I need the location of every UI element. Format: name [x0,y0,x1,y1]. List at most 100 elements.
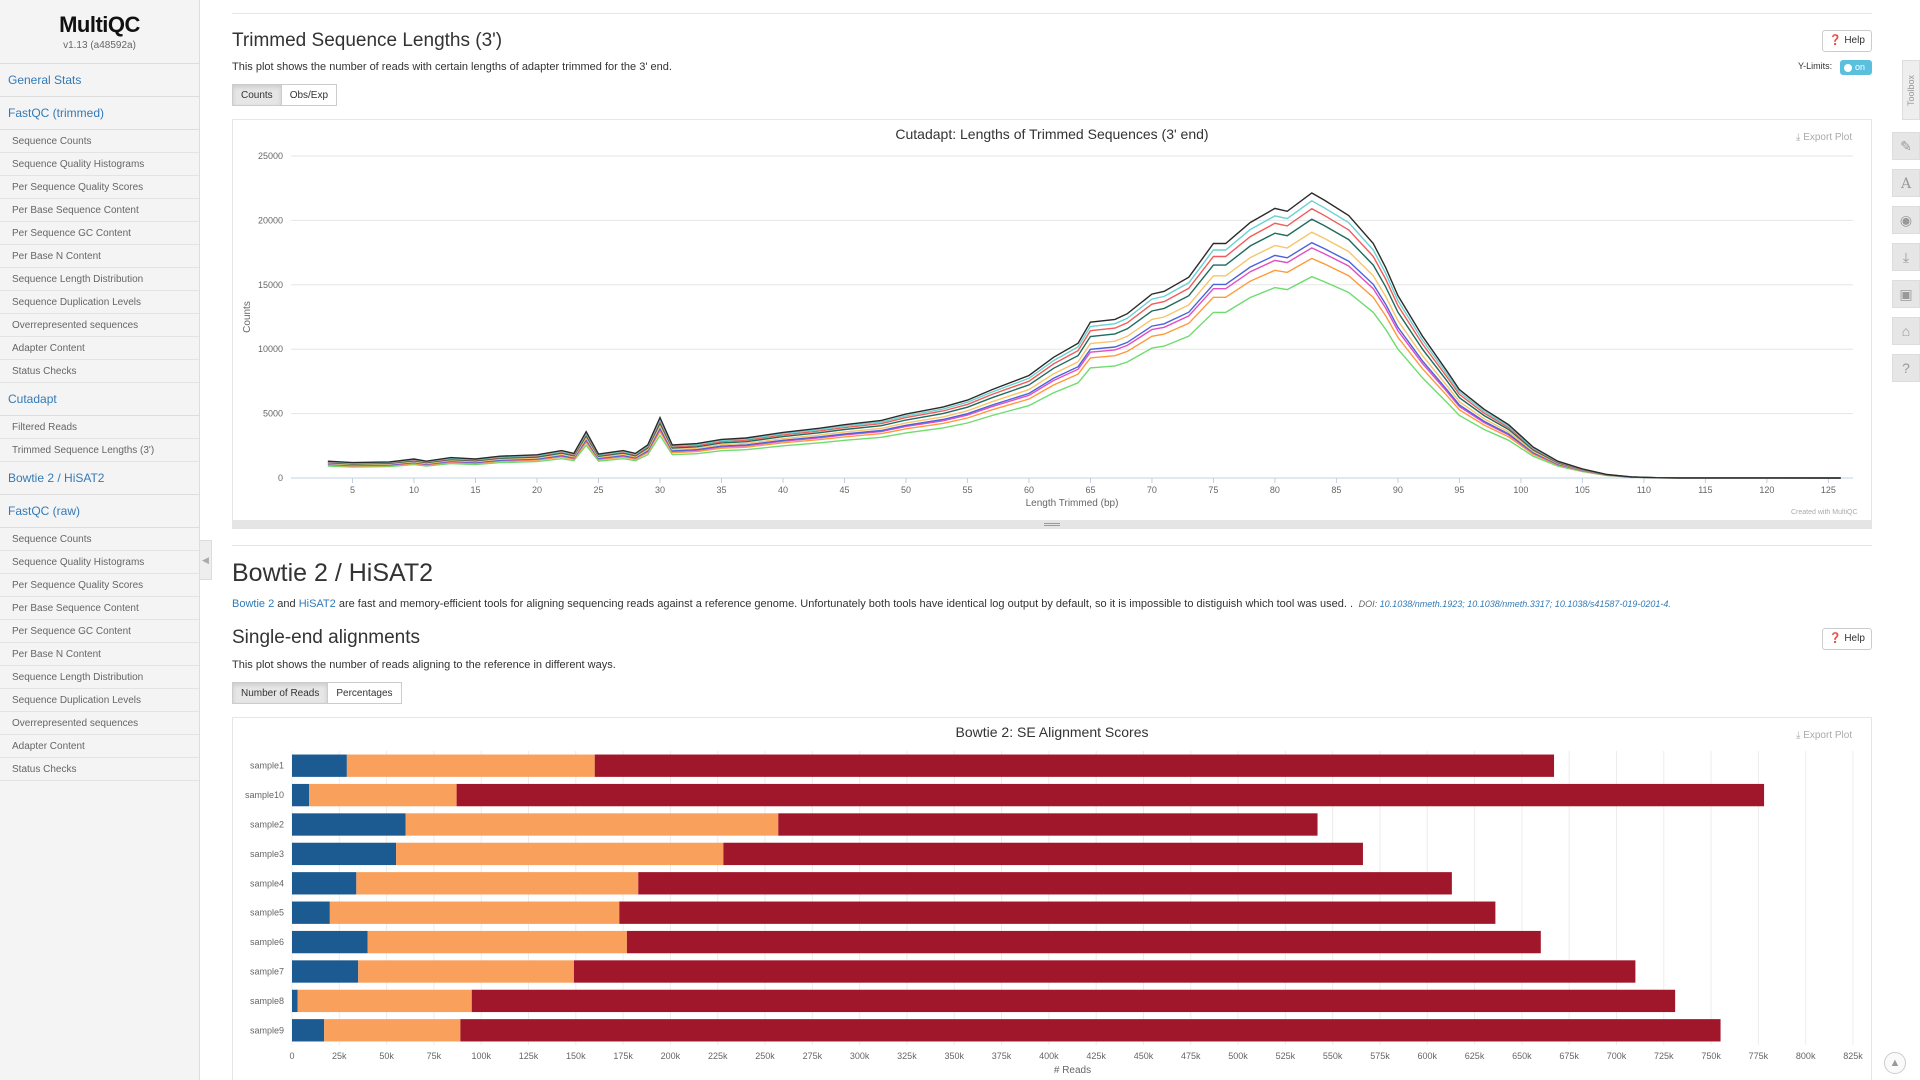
x-tick-label: 70 [1147,485,1157,495]
trimmed-help-button[interactable]: ❓ Help [1822,30,1872,52]
sidebar-item[interactable]: Sequence Duplication Levels [0,291,199,314]
x-tick-label: 600k [1418,1051,1438,1061]
category-label: sample6 [250,937,284,947]
sidebar-section-fastqc-raw[interactable]: FastQC (raw) [0,495,199,528]
sidebar-item[interactable]: Sequence Counts [0,130,199,153]
divider [232,13,1872,14]
x-tick-label: 75 [1208,485,1218,495]
x-tick-label: 125 [1821,485,1836,495]
x-tick-label: 750k [1701,1051,1721,1061]
sidebar-item[interactable]: Filtered Reads [0,416,199,439]
bar-segment [405,813,779,836]
x-tick-label: 250k [755,1051,775,1061]
x-tick-label: 800k [1796,1051,1816,1061]
sidebar-item[interactable]: Sequence Quality Histograms [0,551,199,574]
x-tick-label: 20 [532,485,542,495]
line-chart: 0 5000 10000 15000 20000 25000 5 10 15 20 25 30 35 40… [242,151,1853,509]
sidebar-item[interactable]: Overrepresented sequences [0,712,199,735]
sidebar-item[interactable]: Per Sequence Quality Scores [0,574,199,597]
save-tool-button[interactable]: ▣ [1892,280,1920,308]
single-end-description: This plot shows the number of reads alig… [232,659,616,671]
ylimits-label: Y-Limits: [1798,61,1833,71]
bar-segment [723,842,1363,866]
hisat2-link[interactable]: HiSAT2 [298,598,336,610]
sidebar-item[interactable]: Sequence Counts [0,528,199,551]
bowtie-section-title: Bowtie 2 / HiSAT2 [232,559,434,587]
sidebar-item[interactable]: Status Checks [0,758,199,781]
app-logo[interactable]: MultiQC v1.13 (a48592a) [0,0,199,64]
ylimits-toggle[interactable]: on [1840,60,1872,75]
trimmed-description: This plot shows the number of reads with… [232,61,672,73]
series-line [327,247,1841,479]
sidebar-item[interactable]: Overrepresented sequences [0,314,199,337]
sidebar-item[interactable]: Sequence Duplication Levels [0,689,199,712]
x-tick-label: 175k [613,1051,633,1061]
toolbox-tab[interactable]: Toolbox [1902,60,1920,120]
bar-segment [292,930,368,954]
download-icon: ⤓ [1796,730,1801,741]
plot-resize-handle[interactable] [232,521,1872,529]
series-line [327,192,1841,479]
x-axis-label: # Reads [1054,1065,1091,1076]
sidebar-section-general-stats[interactable]: General Stats [0,64,199,97]
nav-list: General Stats FastQC (trimmed) Sequence Co… [0,64,199,781]
obs-exp-button[interactable]: Obs/Exp [281,84,338,106]
highlight-tool-button[interactable]: ✎ [1892,132,1920,160]
bar-segment [292,960,359,983]
sidebar-item[interactable]: Per Base N Content [0,643,199,666]
bowtie-plot-title: Bowtie 2: SE Alignment Scores [955,724,1149,740]
x-tick-label: 650k [1512,1051,1532,1061]
sidebar-section-bowtie-2-hisat2[interactable]: Bowtie 2 / HiSAT2 [0,462,199,495]
sidebar-item[interactable]: Sequence Length Distribution [0,268,199,291]
scroll-to-top-button[interactable]: ▲ [1884,1052,1906,1074]
doi-block: DOI: 10.1038/nmeth.1923; 10.1038/nmeth.3… [1356,599,1671,609]
y-tick-label: 5000 [263,409,283,419]
bowtie2-link[interactable]: Bowtie 2 [232,598,275,610]
download-icon: ⤓ [1902,249,1910,265]
rename-tool-button[interactable]: A [1892,169,1920,197]
about-tool-button[interactable]: ? [1892,354,1920,382]
font-icon: A [1900,176,1912,192]
sidebar-item[interactable]: Per Sequence Quality Scores [0,176,199,199]
sidebar-item[interactable]: Adapter Content [0,337,199,360]
x-tick-label: 575k [1370,1051,1390,1061]
sidebar-section-cutadapt[interactable]: Cutadapt [0,383,199,416]
export-plot-button[interactable]: ⤓ Export Plot [1796,730,1852,741]
sidebar-item[interactable]: Trimmed Sequence Lengths (3') [0,439,199,462]
x-tick-label: 225k [708,1051,728,1061]
y-tick-label: 20000 [258,215,283,225]
bar-segment [292,842,397,866]
export-tool-button[interactable]: ⤓ [1892,243,1920,271]
sidebar-item[interactable]: Sequence Quality Histograms [0,153,199,176]
number-of-reads-button[interactable]: Number of Reads [232,682,329,704]
sidebar-item[interactable]: Sequence Length Distribution [0,666,199,689]
x-tick-label: 550k [1323,1051,1343,1061]
hide-tool-button[interactable]: ◉ [1892,206,1920,234]
counts-button[interactable]: Counts [232,84,282,106]
sidebar-section-fastqc-trimmed[interactable]: FastQC (trimmed) [0,97,199,130]
category-label: sample3 [250,849,284,859]
x-tick-label: 75k [427,1051,442,1061]
chevron-up-icon: ▲ [1889,1057,1901,1069]
collapse-sidebar-button[interactable]: ◀ [200,540,212,580]
export-plot-button[interactable]: ⤓ Export Plot [1796,132,1852,143]
x-tick-label: 55 [962,485,972,495]
question-icon: ? [1902,360,1910,376]
sidebar-item[interactable]: Per Sequence GC Content [0,222,199,245]
tutorial-tool-button[interactable]: ⌂ [1892,317,1920,345]
x-tick-label: 675k [1559,1051,1579,1061]
percentages-button[interactable]: Percentages [328,682,402,704]
x-tick-label: 275k [803,1051,823,1061]
bowtie-help-button[interactable]: ❓ Help [1822,628,1872,650]
sidebar-item[interactable]: Per Base Sequence Content [0,199,199,222]
sidebar-item[interactable]: Per Sequence GC Content [0,620,199,643]
doi-links[interactable]: 10.1038/nmeth.1923; 10.1038/nmeth.3317; … [1379,599,1671,609]
sidebar-item[interactable]: Adapter Content [0,735,199,758]
and-text: and [277,598,296,610]
y-axis-label: Counts [242,301,253,333]
sidebar-item[interactable]: Per Base N Content [0,245,199,268]
toggle-knob [1844,63,1852,72]
sidebar-item[interactable]: Status Checks [0,360,199,383]
x-tick-label: 425k [1086,1051,1106,1061]
sidebar-item[interactable]: Per Base Sequence Content [0,597,199,620]
